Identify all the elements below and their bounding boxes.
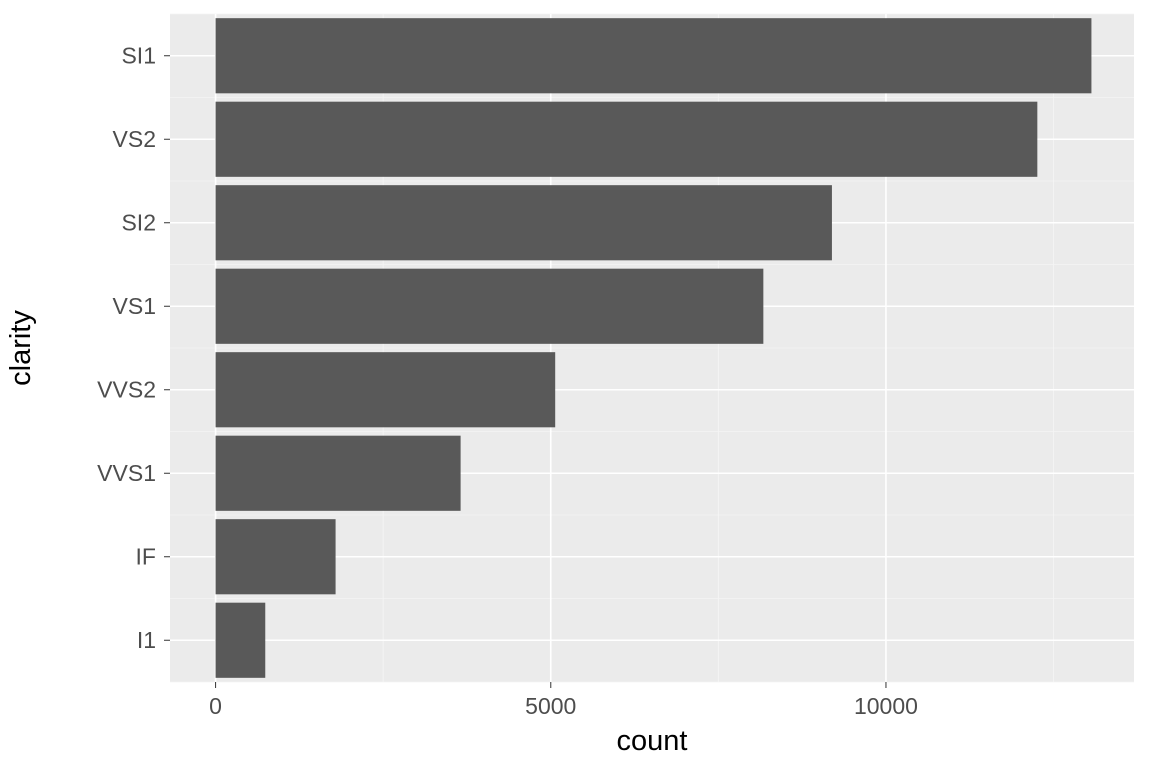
bar-vs1 [216,269,764,344]
y-tick-label: SI1 [121,42,156,68]
y-tick-label: VVS1 [97,460,156,486]
y-tick-label: VS2 [113,126,156,152]
clarity-bar-chart: 0 5000 10000 SI1 VS2 SI2 VS1 VVS2 VVS1 IF I1 count c… [0,0,1152,768]
bar-if [216,519,336,594]
bar-vvs2 [216,352,556,427]
y-tick-label: SI2 [121,209,156,235]
x-tick-label: 5000 [525,693,576,719]
x-axis-title: count [617,725,688,757]
bar-si2 [216,185,832,260]
bar-si1 [216,18,1092,93]
bar-i1 [216,603,266,678]
y-axis-title: clarity [5,310,37,386]
x-tick-label: 10000 [854,693,918,719]
x-tick-label: 0 [209,693,222,719]
y-tick-label: VVS2 [97,376,156,402]
chart-container: 0 5000 10000 SI1 VS2 SI2 VS1 VVS2 VVS1 IF I1 count c… [0,0,1152,768]
bar-vs2 [216,102,1038,177]
y-tick-label: IF [136,543,156,569]
y-tick-label: VS1 [113,293,156,319]
bar-vvs1 [216,436,461,511]
y-tick-label: I1 [137,627,156,653]
